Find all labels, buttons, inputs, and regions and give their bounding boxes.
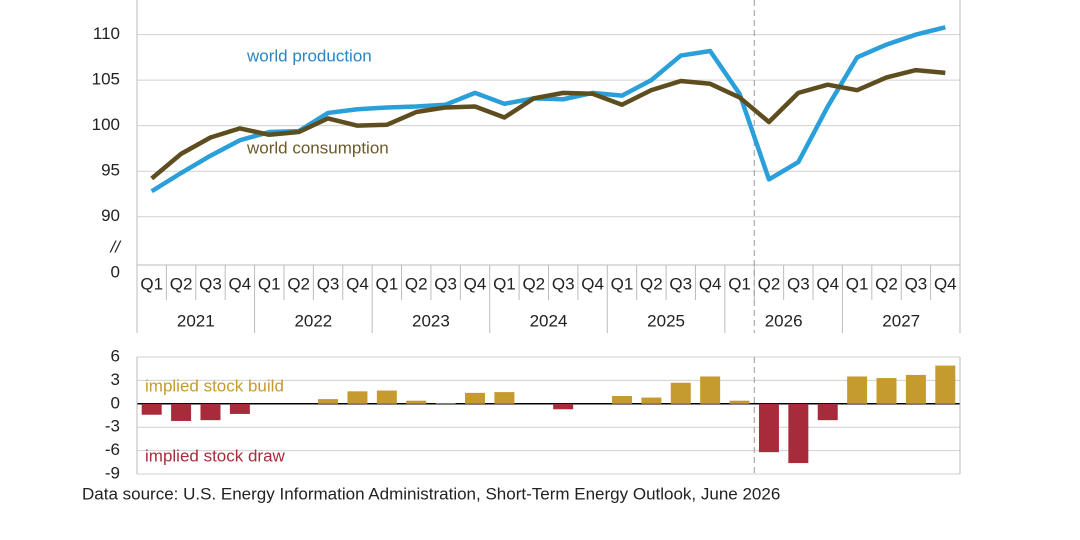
bar	[935, 365, 956, 404]
y-tick-label: 105	[92, 70, 120, 89]
year-label: 2027	[882, 311, 920, 330]
bar	[670, 382, 691, 404]
y-tick-label: -3	[105, 417, 120, 436]
x-tick-label: Q3	[199, 274, 222, 293]
legend-label: implied stock draw	[145, 446, 286, 465]
x-tick-label: Q2	[875, 274, 898, 293]
x-tick-label: Q4	[346, 274, 369, 293]
bar	[553, 403, 574, 410]
x-tick-label: Q3	[905, 274, 928, 293]
axis-break: //	[110, 237, 123, 256]
bar	[171, 403, 192, 421]
x-tick-label: Q4	[816, 274, 839, 293]
bar	[406, 400, 427, 404]
bar	[435, 403, 456, 404]
x-tick-label: Q3	[434, 274, 457, 293]
bar	[347, 391, 368, 404]
x-tick-label: Q1	[846, 274, 869, 293]
bar	[141, 403, 162, 415]
bar	[200, 403, 221, 421]
x-tick-label: Q1	[493, 274, 516, 293]
series-label: world production	[246, 46, 372, 65]
bar	[611, 396, 632, 404]
year-label: 2023	[412, 311, 450, 330]
x-tick-label: Q2	[758, 274, 781, 293]
x-tick-label: Q4	[699, 274, 722, 293]
y-tick-label: 6	[111, 346, 120, 365]
y-tick-label: -6	[105, 440, 120, 459]
bar	[465, 392, 486, 404]
bar	[788, 403, 809, 464]
x-tick-label: Q1	[140, 274, 163, 293]
x-tick-label: Q4	[464, 274, 487, 293]
x-tick-label: Q3	[669, 274, 692, 293]
x-tick-label: Q2	[287, 274, 310, 293]
y-tick-label: 95	[101, 161, 120, 180]
source-note: Data source: U.S. Energy Information Adm…	[82, 484, 780, 503]
bar	[876, 378, 897, 404]
y-tick-label: 90	[101, 206, 120, 225]
x-tick-label: Q4	[934, 274, 957, 293]
y-tick-label: 0	[111, 262, 120, 281]
year-label: 2025	[647, 311, 685, 330]
y-tick-label: 3	[111, 370, 120, 389]
year-label: 2021	[177, 311, 215, 330]
x-tick-label: Q3	[317, 274, 340, 293]
legend-label: implied stock build	[145, 376, 284, 395]
bar	[229, 403, 250, 414]
y-tick-label: 0	[111, 393, 120, 412]
x-tick-label: Q2	[640, 274, 663, 293]
y-tick-label: 100	[92, 115, 120, 134]
x-tick-label: Q1	[611, 274, 634, 293]
bar	[494, 392, 515, 404]
y-tick-label: -9	[105, 463, 120, 482]
x-tick-label: Q1	[375, 274, 398, 293]
x-tick-label: Q3	[552, 274, 575, 293]
x-tick-label: Q2	[170, 274, 193, 293]
series-label: world consumption	[246, 138, 389, 157]
x-tick-label: Q1	[728, 274, 751, 293]
x-tick-label: Q4	[229, 274, 252, 293]
x-tick-label: Q4	[581, 274, 604, 293]
series-line	[150, 67, 946, 181]
year-label: 2026	[765, 311, 803, 330]
x-tick-label: Q1	[258, 274, 281, 293]
bar	[318, 399, 339, 404]
bar	[847, 376, 868, 404]
bar	[700, 376, 721, 404]
bar	[641, 397, 662, 404]
bar	[376, 390, 397, 404]
y-tick-label: 110	[93, 24, 120, 43]
year-label: 2024	[530, 311, 568, 330]
year-label: 2022	[294, 311, 332, 330]
bar	[817, 403, 838, 421]
x-tick-label: Q2	[522, 274, 545, 293]
bar	[758, 403, 779, 453]
bar	[729, 400, 750, 404]
x-tick-label: Q2	[405, 274, 428, 293]
bar	[905, 374, 926, 404]
x-tick-label: Q3	[787, 274, 810, 293]
